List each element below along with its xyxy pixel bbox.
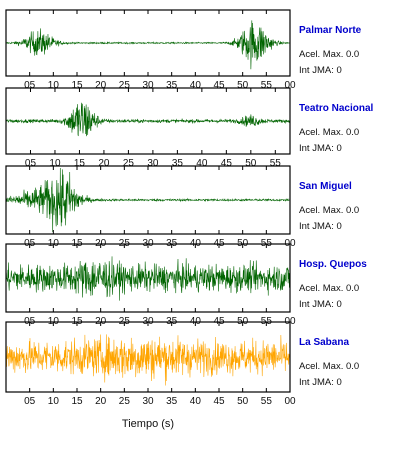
tick-label: 45 [213,396,225,407]
waveform-series [5,256,291,301]
tick-label: 30 [142,396,154,407]
tick-label: 35 [166,396,178,407]
tick-label: 40 [190,396,202,407]
tick-label: 55 [261,80,273,91]
tick-label: 00 [284,80,296,91]
jma-intensity-label: Int JMA: 0 [299,377,342,388]
station-name: Hosp. Quepos [299,259,367,270]
tick-label: 50 [245,158,257,169]
waveform-series [5,167,291,233]
tick-label: 10 [49,158,61,169]
panel-2: 05 10 15 20 25 30 35 40 45 50 55 Teatro Nacional Ace… [5,87,373,169]
panel-5: 05 10 15 20 25 30 35 40 45 50 55 00 La Sabana Acel. M… [5,321,359,407]
accel-max-label: Acel. Max. 0.0 [299,127,359,138]
accel-max-label: Acel. Max. 0.0 [299,361,359,372]
tick-label: 15 [71,396,83,407]
tick-label: 25 [119,80,131,91]
tick-label: 25 [119,396,131,407]
tick-label: 25 [123,158,135,169]
panel-1: 05 10 15 20 25 30 35 40 45 50 55 00 Palmar Norte Acel… [5,9,362,91]
tick-label: 05 [25,158,37,169]
tick-label: 20 [98,158,110,169]
tick-label: 55 [270,158,282,169]
tick-label: 10 [48,80,60,91]
tick-label: 10 [48,396,60,407]
station-name: Teatro Nacional [299,103,373,114]
waveform-series [5,20,291,70]
jma-intensity-label: Int JMA: 0 [299,143,342,154]
tick-label: 05 [24,80,36,91]
tick-label: 40 [196,158,208,169]
tick-label: 35 [166,80,178,91]
tick-label: 30 [142,80,154,91]
accel-max-label: Acel. Max. 0.0 [299,49,359,60]
tick-label: 05 [24,396,36,407]
tick-label: 35 [172,158,184,169]
station-name: La Sabana [299,337,349,348]
tick-label: 50 [237,80,249,91]
tick-label: 00 [284,396,296,407]
tick-label: 30 [147,158,159,169]
tick-label: 50 [237,396,249,407]
waveform-series [5,102,291,137]
accel-max-label: Acel. Max. 0.0 [299,283,359,294]
tick-label: 20 [95,396,107,407]
tick-label: 15 [71,80,83,91]
tick-label: 40 [190,80,202,91]
tick-label: 45 [221,158,233,169]
accel-max-label: Acel. Max. 0.0 [299,205,359,216]
waveform-series [5,334,291,386]
station-name: San Miguel [299,181,352,192]
station-name: Palmar Norte [299,25,362,36]
tick-label: 45 [213,80,225,91]
tick-label: 20 [95,80,107,91]
tick-label: 15 [74,158,86,169]
jma-intensity-label: Int JMA: 0 [299,65,342,76]
x-axis-title: Tiempo (s) [122,418,174,430]
jma-intensity-label: Int JMA: 0 [299,221,342,232]
panel-frame [5,87,291,155]
jma-intensity-label: Int JMA: 0 [299,299,342,310]
tick-label: 55 [261,396,273,407]
